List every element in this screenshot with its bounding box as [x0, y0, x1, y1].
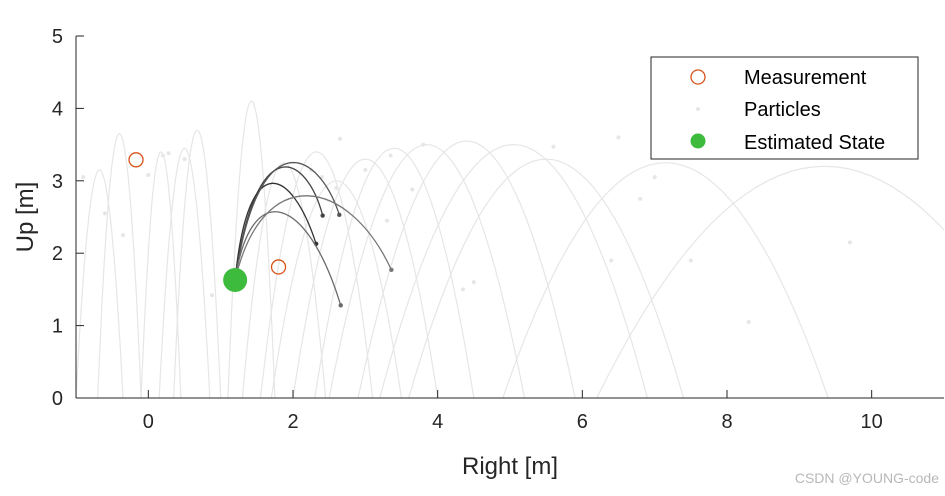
- y-tick-label: 4: [52, 98, 63, 120]
- particle-point: [338, 136, 343, 141]
- particle-point: [847, 240, 852, 245]
- highlighted-trajectories: [234, 161, 394, 308]
- particle-point: [385, 218, 390, 223]
- x-tick-label: 8: [721, 411, 732, 433]
- markers-layer: [128, 152, 287, 292]
- background-trajectory: [241, 162, 327, 398]
- x-tick-label: 0: [143, 411, 154, 433]
- particle-point: [688, 258, 693, 263]
- particle-point: [616, 135, 621, 140]
- particle-point: [334, 186, 339, 191]
- y-tick-label: 5: [52, 26, 63, 48]
- background-trajectory: [357, 140, 576, 398]
- estimated-state-point: [223, 267, 248, 292]
- background-trajectory: [270, 180, 403, 398]
- y-tick-label: 2: [52, 243, 63, 265]
- particle-point: [421, 142, 426, 147]
- particle-point: [81, 175, 86, 180]
- particle-point: [652, 175, 657, 180]
- x-tick-label: 10: [861, 411, 883, 433]
- trajectory-end-point: [337, 212, 342, 218]
- x-tick-label: 6: [577, 411, 588, 433]
- trajectory-end-point: [338, 303, 343, 308]
- background-trajectory: [314, 147, 475, 398]
- background-trajectory: [328, 143, 526, 398]
- background-trajectories: [76, 100, 944, 398]
- legend: Measurement Particles Estimated State: [650, 56, 919, 160]
- background-trajectory: [140, 151, 182, 398]
- highlighted-trajectory: [234, 211, 342, 306]
- x-tick-label: 2: [287, 411, 298, 433]
- background-trajectory: [596, 165, 944, 398]
- particle-point: [146, 173, 151, 178]
- particle-point: [471, 280, 476, 285]
- particle-point: [410, 187, 415, 192]
- highlighted-trajectory: [234, 195, 392, 281]
- background-trajectory: [158, 147, 211, 398]
- particle-point: [609, 258, 614, 263]
- background-trajectory: [408, 158, 685, 398]
- particle-point: [182, 157, 187, 162]
- particle-point: [388, 153, 393, 158]
- background-trajectory: [259, 151, 374, 398]
- background-trajectory: [173, 129, 222, 398]
- particle-point: [746, 319, 751, 324]
- background-trajectory: [76, 169, 124, 398]
- background-trajectory: [97, 132, 142, 398]
- particle-point: [209, 293, 214, 298]
- legend-particles-label: Particles: [744, 99, 821, 121]
- particle-point: [166, 151, 171, 156]
- y-tick-label: 1: [52, 316, 63, 338]
- legend-estimated-state-marker: [690, 133, 706, 149]
- measurement-point: [270, 259, 287, 275]
- y-tick-label: 3: [52, 171, 63, 193]
- legend-particles-marker: [696, 107, 700, 111]
- trajectory-end-point: [320, 213, 325, 218]
- background-trajectory: [292, 158, 439, 398]
- x-axis-label: Right [m]: [462, 453, 558, 480]
- particle-point: [551, 144, 556, 149]
- highlighted-trajectory: [234, 182, 317, 281]
- background-trajectory: [227, 100, 276, 398]
- axes: 0 2 4 6 8 10 0 1 2 3 4 5: [52, 26, 944, 433]
- background-trajectory: [502, 162, 829, 398]
- particle-point: [102, 211, 107, 216]
- particle-point: [638, 196, 643, 201]
- y-tick-label: 0: [52, 388, 63, 410]
- background-trajectory: [379, 143, 648, 398]
- watermark: CSDN @YOUNG-code: [794, 470, 939, 486]
- particle-point: [121, 233, 126, 238]
- legend-estimated-state-label: Estimated State: [744, 132, 885, 154]
- legend-measurement-label: Measurement: [744, 67, 867, 89]
- particle-point: [160, 153, 165, 158]
- particle-point: [460, 287, 465, 292]
- trajectory-end-point: [389, 267, 394, 273]
- legend-measurement-marker: [690, 69, 706, 85]
- y-axis-label: Up [m]: [12, 182, 39, 253]
- highlighted-trajectory: [234, 161, 340, 281]
- particles-layer: [81, 135, 852, 324]
- x-tick-label: 4: [432, 411, 443, 433]
- measurement-point: [128, 152, 144, 168]
- particle-point: [363, 167, 368, 172]
